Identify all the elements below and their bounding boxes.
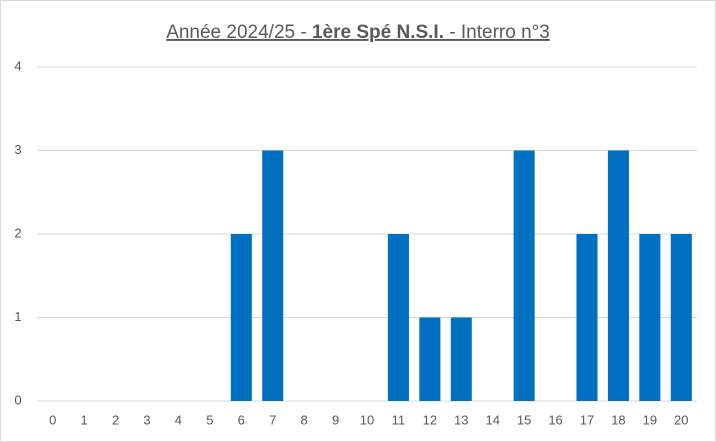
title-part: - Interro n°3 (444, 22, 550, 43)
x-tick-label: 5 (206, 412, 213, 427)
bar (576, 234, 598, 401)
x-tick-label: 16 (548, 412, 562, 427)
x-tick-label: 14 (485, 412, 499, 427)
x-tick-label: 15 (517, 412, 531, 427)
x-tick-label: 10 (360, 412, 374, 427)
bar (262, 150, 284, 401)
x-tick-label: 4 (175, 412, 182, 427)
bar (513, 150, 535, 401)
y-tick-label: 1 (14, 309, 21, 324)
bar (639, 234, 661, 401)
x-tick-label: 11 (392, 412, 406, 427)
x-tick-label: 17 (580, 412, 594, 427)
x-tick-label: 20 (674, 412, 688, 427)
y-tick-label: 0 (14, 392, 21, 407)
x-tick-label: 9 (332, 412, 339, 427)
x-tick-label: 8 (301, 412, 308, 427)
x-tick-label: 3 (143, 412, 150, 427)
bar (230, 234, 252, 401)
x-tick-label: 12 (423, 412, 437, 427)
y-tick-label: 2 (14, 225, 21, 240)
chart-title: Année 2024/25 - 1ère Spé N.S.I. - Interr… (166, 22, 550, 43)
bar (450, 317, 472, 401)
x-tick-label: 19 (643, 412, 657, 427)
x-tick-label: 6 (238, 412, 245, 427)
x-tick-label: 13 (454, 412, 468, 427)
x-tick-label: 7 (269, 412, 276, 427)
bar (387, 234, 409, 401)
x-tick-label: 18 (611, 412, 625, 427)
bar (607, 150, 629, 401)
bar (419, 317, 441, 401)
y-tick-label: 4 (14, 58, 21, 73)
y-tick-label: 3 (14, 142, 21, 157)
x-tick-label: 1 (81, 412, 88, 427)
x-tick-label: 0 (49, 412, 56, 427)
x-tick-label: 2 (112, 412, 119, 427)
bar (670, 234, 692, 401)
title-part: 1ère Spé N.S.I. (312, 22, 444, 43)
title-part: Année 2024/25 - (166, 22, 312, 43)
